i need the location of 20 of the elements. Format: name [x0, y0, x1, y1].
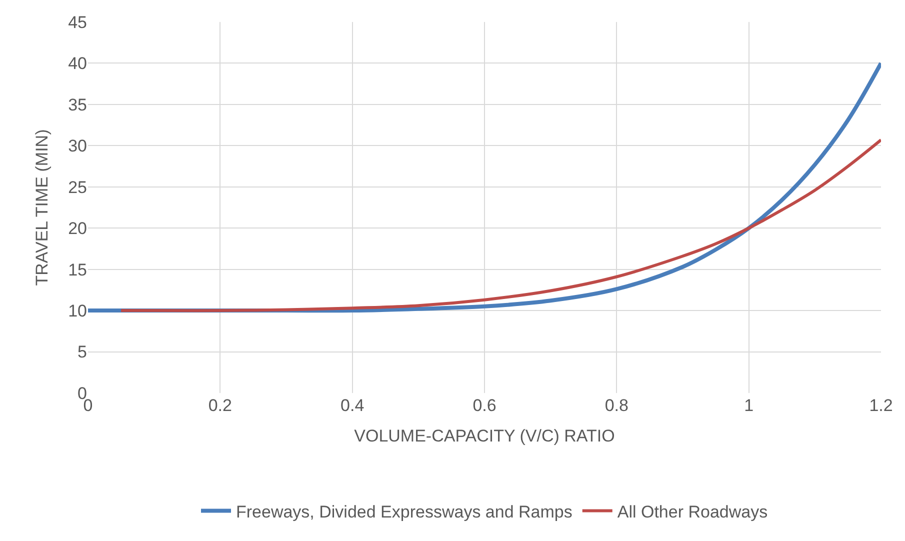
y-tick-label: 5 — [78, 342, 87, 362]
y-tick-label: 30 — [68, 136, 87, 156]
x-tick-label: 0.2 — [208, 396, 232, 415]
line-series — [120, 138, 881, 312]
legend-label: Freeways, Divided Expressways and Ramps — [236, 502, 572, 522]
x-axis-title: VOLUME-CAPACITY (V/C) RATIO — [354, 426, 615, 446]
x-tick-label: 0.6 — [472, 396, 496, 415]
y-tick-label: 35 — [68, 95, 87, 114]
x-tick-label: 0.8 — [604, 396, 628, 415]
y-axis-title: TRAVEL TIME (MIN) — [32, 129, 52, 286]
x-tick-label: 0.4 — [340, 396, 364, 415]
x-tick-label: 1.2 — [869, 396, 893, 415]
y-tick-label: 10 — [68, 302, 87, 321]
legend-label: All Other Roadways — [617, 502, 768, 522]
y-tick-label: 20 — [68, 219, 87, 238]
y-tick-label: 40 — [68, 54, 87, 74]
y-tick-label: 45 — [68, 12, 87, 32]
y-tick-label: 25 — [68, 178, 87, 197]
x-tick-label: 1 — [744, 396, 754, 415]
y-tick-label: 15 — [68, 260, 87, 280]
